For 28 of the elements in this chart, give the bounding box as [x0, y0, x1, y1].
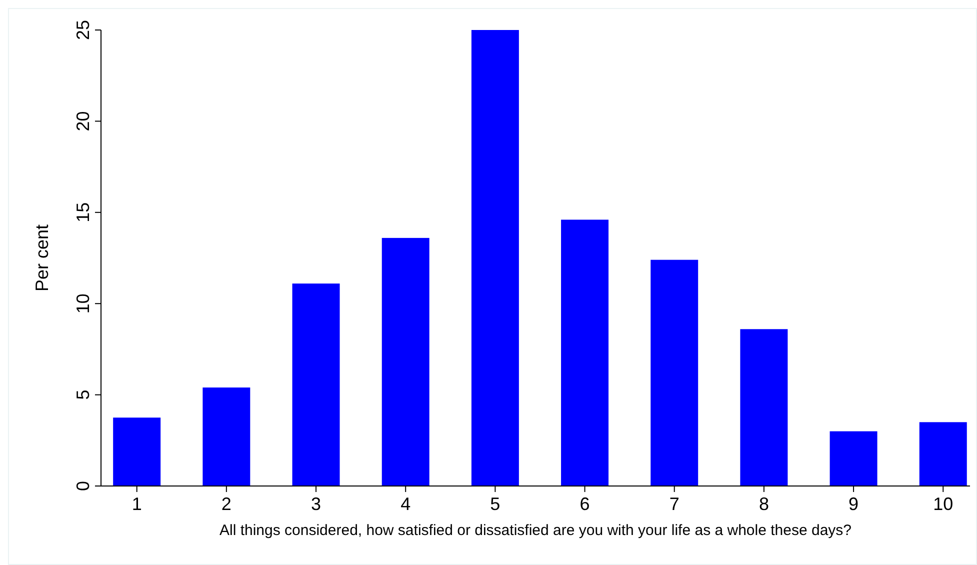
- x-tick-label: 3: [311, 494, 322, 514]
- x-tick-label: 6: [580, 494, 590, 514]
- x-tick-label: 1: [132, 494, 142, 514]
- x-tick-label: 8: [758, 494, 769, 514]
- y-axis-title: Per cent: [32, 224, 52, 292]
- bar: [561, 220, 609, 486]
- x-tick-label: 9: [848, 494, 859, 514]
- bar: [202, 388, 250, 486]
- bar: [471, 30, 519, 486]
- bar: [650, 260, 698, 486]
- y-tick-label: 15: [73, 202, 93, 222]
- x-axis-title: All things considered, how satisfied or dissatisfied are you with your life as a whole these days?: [220, 522, 852, 539]
- x-tick-label: 10: [933, 494, 954, 514]
- y-tick-label: 25: [73, 20, 93, 40]
- bar: [292, 284, 340, 486]
- bar: [830, 431, 878, 486]
- x-tick-label: 4: [400, 494, 411, 514]
- bar: [919, 422, 967, 486]
- bar: [382, 238, 430, 486]
- x-tick-label: 7: [669, 494, 680, 514]
- y-tick-label: 10: [73, 294, 93, 314]
- x-tick-label: 2: [221, 494, 232, 514]
- bar: [740, 329, 788, 486]
- y-tick-label: 20: [73, 111, 93, 132]
- bar: [113, 418, 161, 486]
- y-tick-label: 5: [73, 390, 93, 400]
- x-tick-label: 5: [490, 494, 500, 514]
- y-tick-label: 0: [73, 480, 93, 492]
